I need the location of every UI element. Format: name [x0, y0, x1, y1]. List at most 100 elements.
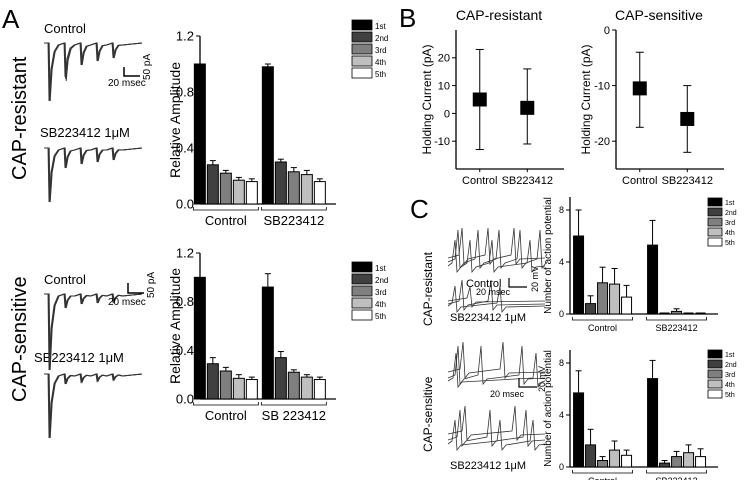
- y-tick-label: 0: [559, 462, 564, 472]
- bar: [621, 454, 633, 468]
- y-tick-label: 4: [559, 410, 564, 420]
- bar: [597, 282, 609, 315]
- legend-label: 1st: [725, 200, 734, 207]
- legend-label: 3rd: [725, 372, 735, 379]
- c-bottom-drug-label: SB223412 1μM: [450, 460, 526, 472]
- a-bottom-scale-time: 20 msec: [108, 297, 146, 308]
- y-tick-label: 8: [559, 205, 564, 215]
- c-bottom-scale-time: 20 msec: [490, 389, 525, 399]
- bar: [232, 179, 245, 205]
- current-trace: [44, 293, 143, 371]
- legend-swatch: [707, 359, 723, 369]
- bar: [193, 63, 206, 205]
- bar: [609, 449, 621, 468]
- a-top-scale-time: 20 msec: [108, 78, 146, 89]
- c-top-control-label: Control: [466, 278, 501, 290]
- voltage-trace: [447, 227, 546, 266]
- voltage-trace: [447, 409, 546, 448]
- voltage-trace: [447, 341, 546, 380]
- c-bottom-scale-amp: 20 mV: [537, 366, 547, 392]
- bar: [597, 460, 609, 468]
- legend-swatch: [707, 349, 723, 359]
- x-category-label: SB223412: [263, 213, 324, 228]
- current-trace: [44, 42, 143, 102]
- x-category-label: Control: [588, 476, 617, 480]
- bar: [219, 370, 232, 400]
- y-tick-label: 0.8: [176, 85, 194, 100]
- legend-swatch: [351, 67, 373, 79]
- category-bracket: [646, 470, 707, 474]
- bar: [287, 371, 300, 400]
- legend-label: 1st: [375, 264, 386, 273]
- a-current-traces: [44, 42, 143, 439]
- legend-swatch: [351, 297, 373, 309]
- bar: [300, 174, 313, 205]
- chart-b-left-holding-current: -10 0 10 20 Holding Current (pA) CAP-resistan…: [420, 7, 564, 187]
- legend-swatch: [351, 55, 373, 67]
- y-tick-label: 8: [559, 358, 564, 368]
- bar: [206, 164, 219, 205]
- data-point: [472, 92, 487, 107]
- y-tick-label: 20: [438, 53, 450, 65]
- voltage-trace: [447, 419, 546, 452]
- legend-label: 1st: [725, 352, 734, 359]
- c-top-drug-label: SB223412 1μM: [450, 312, 526, 324]
- bar: [695, 456, 707, 468]
- legend-label: 4th: [725, 382, 735, 389]
- legend-label: 2nd: [375, 276, 388, 285]
- legend-swatch: [707, 379, 723, 389]
- legend-swatch: [351, 261, 373, 273]
- chart-c-bottom-action-potentials: 0 4 8 Number of action potential Control SB22…: [543, 349, 737, 480]
- y-tick-label: 10: [438, 80, 450, 92]
- voltage-trace: [447, 285, 546, 314]
- bar: [245, 379, 258, 400]
- x-category-label: Control: [622, 175, 657, 187]
- current-trace: [44, 373, 143, 439]
- x-category-label: SB223412: [656, 323, 698, 333]
- legend-label: 5th: [375, 312, 386, 321]
- bar: [683, 452, 695, 468]
- legend-label: 4th: [375, 300, 386, 309]
- current-trace: [44, 293, 143, 371]
- y-tick-label: 0.4: [176, 141, 194, 156]
- y-axis-label: Number of action potential: [543, 350, 554, 467]
- y-tick-label: 1.2: [176, 246, 194, 261]
- x-category-label: Control: [588, 323, 617, 333]
- y-tick-label: -10: [594, 80, 610, 92]
- y-axis-label: Holding Current (pA): [579, 44, 593, 154]
- data-point: [632, 81, 647, 96]
- current-trace: [44, 373, 143, 439]
- legend-swatch: [707, 197, 723, 207]
- bar: [287, 171, 300, 205]
- y-axis-label: Relative Amplitude: [167, 268, 183, 384]
- legend-swatch: [351, 273, 373, 285]
- chart-a-top-relative-amplitude: 0.0 0.4 0.8 1.2 Relative Amplitude Control SB2…: [167, 19, 388, 228]
- bar: [300, 376, 313, 400]
- x-category-label: Control: [205, 408, 247, 423]
- legend-swatch: [351, 19, 373, 31]
- current-trace: [44, 147, 143, 203]
- legend-label: 2nd: [375, 34, 388, 43]
- a-row-label-resistant: CAP-resistant: [9, 56, 31, 180]
- voltage-trace: [447, 352, 546, 389]
- bar: [245, 181, 258, 205]
- category-bracket: [572, 317, 633, 321]
- legend-swatch: [707, 369, 723, 379]
- legend-label: 5th: [725, 240, 735, 247]
- x-category-label: SB 223412: [262, 408, 326, 423]
- voltage-trace: [447, 279, 546, 312]
- current-trace: [44, 373, 143, 439]
- legend-label: 2nd: [725, 210, 737, 217]
- legend-swatch: [707, 217, 723, 227]
- bar: [313, 181, 326, 205]
- legend-label: 3rd: [375, 46, 387, 55]
- y-tick-label: 0: [559, 309, 564, 319]
- bar: [232, 377, 245, 400]
- current-trace: [44, 147, 143, 203]
- c-top-scale-bar: 20 msec 20 mV: [476, 266, 540, 297]
- legend-swatch: [707, 237, 723, 247]
- y-tick-label: 0.0: [176, 197, 194, 212]
- bar: [573, 235, 585, 315]
- category-bracket: [192, 207, 259, 211]
